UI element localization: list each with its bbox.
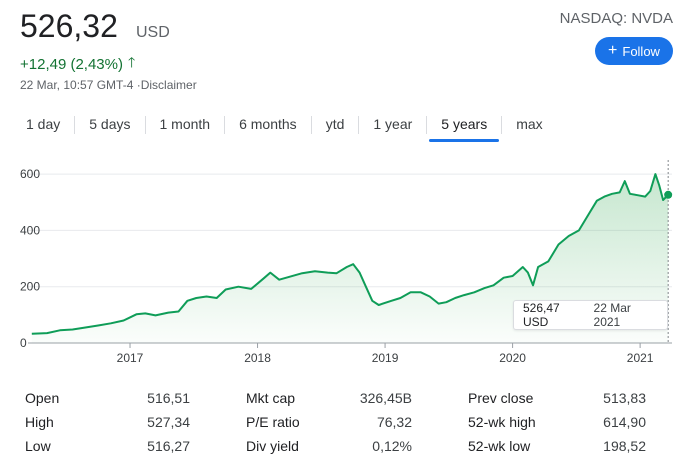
x-axis-labels: 2017 2018 2019 2020 2021 <box>117 343 654 365</box>
price-area-fill <box>31 174 669 343</box>
stat-52wk-low-value: 198,52 <box>603 438 646 454</box>
stat-prev-close-label: Prev close <box>468 390 534 406</box>
stat-prev-close-value: 513,83 <box>603 390 646 406</box>
price-tooltip: 526,47 USD 22 Mar 2021 <box>513 300 668 330</box>
follow-button[interactable]: + Follow <box>595 37 673 65</box>
x-tick-label: 2020 <box>499 351 526 365</box>
stat-52wk-high-label: 52-wk high <box>468 414 536 430</box>
price-change: +12,49 (2,43%) 🡑 <box>20 52 135 76</box>
tooltip-date: 22 Mar 2021 <box>593 301 631 329</box>
tab-1-day[interactable]: 1 day <box>26 116 61 132</box>
quote-timestamp: 22 Mar, 10:57 GMT-4 · <box>20 78 141 92</box>
y-tick-label: 0 <box>20 336 27 350</box>
stat-52wk-low-label: 52-wk low <box>468 438 531 454</box>
x-tick-label: 2018 <box>244 351 271 365</box>
tab-divider <box>501 116 503 134</box>
y-tick-label: 600 <box>20 167 40 181</box>
stat-52wk-high-value: 614,90 <box>603 414 646 430</box>
stat-high-label: High <box>25 414 54 430</box>
currency-label: USD <box>136 24 170 41</box>
quote-meta: 22 Mar, 10:57 GMT-4 ·Disclaimer <box>20 78 197 92</box>
disclaimer-link[interactable]: Disclaimer <box>140 78 197 92</box>
stat-pe-ratio-value: 76,32 <box>376 414 412 430</box>
plus-icon: + <box>608 42 618 59</box>
stat-high-value: 527,34 <box>147 414 190 430</box>
y-axis-labels: 0 200 400 600 <box>20 167 40 350</box>
x-tick-label: 2017 <box>117 351 144 365</box>
tab-divider <box>426 116 428 134</box>
follow-label: Follow <box>622 43 660 59</box>
arrow-up-icon: 🡑 <box>128 54 136 70</box>
tab-max[interactable]: max <box>516 116 543 132</box>
current-price-marker <box>664 190 673 199</box>
y-tick-label: 200 <box>20 280 40 294</box>
x-tick-label: 2021 <box>627 351 654 365</box>
tab-divider <box>358 116 360 134</box>
exchange-ticker: NASDAQ: NVDA <box>559 10 673 27</box>
stat-pe-ratio-label: P/E ratio <box>246 414 300 430</box>
tooltip-value: 526,47 USD <box>523 301 560 329</box>
stat-div-yield-label: Div yield <box>246 438 299 454</box>
stat-low-label: Low <box>25 438 51 454</box>
tab-6-months[interactable]: 6 months <box>239 116 297 132</box>
stat-low-value: 516,27 <box>147 438 190 454</box>
price-change-text: +12,49 (2,43%) <box>20 55 123 73</box>
tab-ytd[interactable]: ytd <box>325 116 345 132</box>
tab-divider <box>74 116 76 134</box>
x-tick-label: 2019 <box>372 351 399 365</box>
stat-mkt-cap-value: 326,45B <box>359 390 412 406</box>
y-tick-label: 400 <box>20 223 40 237</box>
tab-divider <box>224 116 226 134</box>
price-chart[interactable]: 0 200 400 600 2017 2018 2019 2020 2021 <box>0 160 685 375</box>
stat-open-label: Open <box>25 390 60 406</box>
stat-mkt-cap-label: Mkt cap <box>246 390 296 406</box>
tab-5-days[interactable]: 5 days <box>89 116 131 132</box>
tab-1-month[interactable]: 1 month <box>159 116 211 132</box>
stat-open-value: 516,51 <box>147 390 190 406</box>
tab-divider <box>144 116 146 134</box>
stock-price: 526,32 <box>20 8 118 44</box>
tab-1-year[interactable]: 1 year <box>373 116 413 132</box>
stat-div-yield-value: 0,12% <box>372 438 412 454</box>
price-line <box>31 173 669 335</box>
tab-divider <box>310 116 312 134</box>
range-tabs: 1 day 5 days 1 month 6 months ytd 1 year… <box>12 112 557 142</box>
tab-5-years[interactable]: 5 years <box>427 112 501 142</box>
